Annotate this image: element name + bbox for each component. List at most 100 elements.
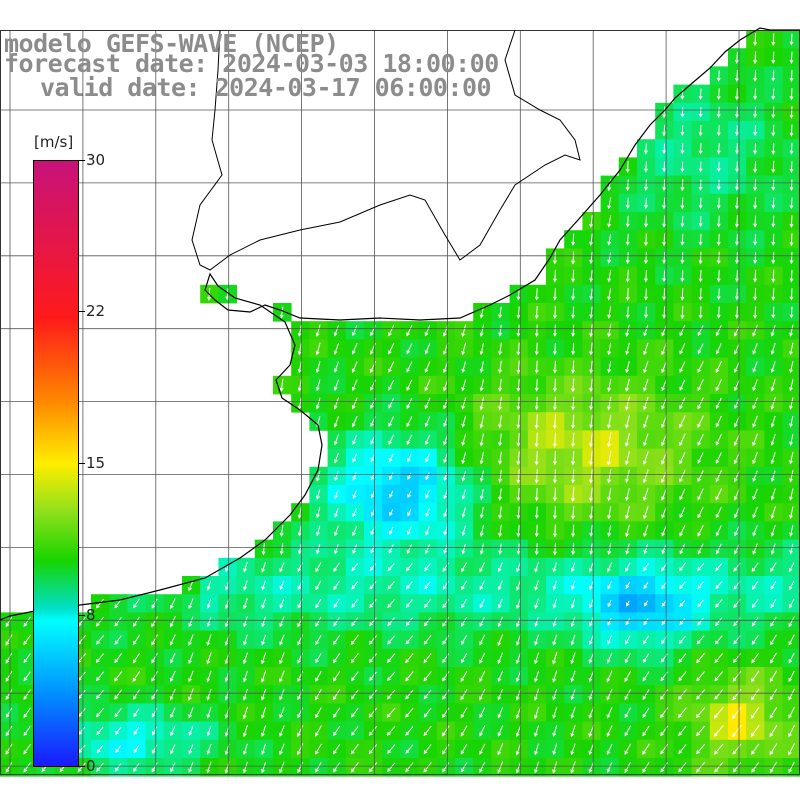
wind-arrow [751,599,759,608]
wind-arrow [770,379,776,392]
wind-arrow [479,580,485,591]
wind-arrow [151,670,158,682]
wind-arrow [461,379,467,392]
wind-arrow [516,598,521,609]
wind-arrow [516,396,521,411]
wind-arrow [750,688,760,701]
wind-arrow [606,688,613,701]
wind-arrow [697,415,704,428]
wind-arrow [425,472,430,481]
wind-arrow [715,379,722,392]
wind-arrow [751,635,759,645]
wind-arrow [789,506,794,520]
wind-arrow [606,432,612,448]
wind-arrow [169,670,176,683]
wind-arrow [606,725,613,737]
wind-arrow [679,524,686,537]
wind-arrow [279,761,285,774]
wind-arrow [680,88,685,100]
wind-arrow [334,452,339,464]
wind-arrow [589,599,594,609]
wind-arrow [405,653,414,664]
wind-arrow [715,433,722,446]
wind-arrow [279,306,284,319]
wind-arrow [352,544,358,555]
wind-arrow [387,617,395,627]
wind-arrow [662,233,667,247]
wind-arrow [606,761,613,773]
wind-arrow [461,415,467,428]
wind-arrow [552,378,557,393]
wind-arrow [571,432,575,448]
wind-arrow [715,470,722,483]
wind-arrow [624,707,631,719]
wind-arrow [788,761,795,774]
wind-arrow [297,506,302,519]
wind-arrow [789,288,794,301]
wind-arrow [625,414,630,429]
wind-arrow [570,707,576,719]
wind-arrow [5,616,13,628]
wind-arrow [498,360,502,374]
wind-arrow [715,562,723,572]
wind-arrow [642,653,650,664]
wind-arrow [206,743,212,755]
wind-arrow [715,543,722,555]
wind-arrow [678,562,686,572]
wind-arrow [625,233,630,246]
colorbar-tick-30: 30 [86,151,106,169]
wind-arrow [424,343,431,355]
wind-arrow [497,688,504,701]
wind-arrow [571,233,576,246]
wind-arrow [443,489,448,500]
wind-arrow [588,617,594,627]
wind-arrow [389,472,394,481]
wind-arrow [387,599,395,609]
wind-arrow [552,598,557,609]
wind-arrow [698,107,703,118]
wind-arrow [350,671,359,682]
wind-arrow [350,762,359,773]
wind-arrow [5,725,13,737]
wind-arrow [734,288,739,301]
wind-arrow [589,543,594,555]
wind-arrow [188,762,194,773]
wind-arrow [405,581,413,590]
wind-arrow [734,507,740,519]
wind-arrow [753,125,758,137]
wind-arrow [261,652,267,665]
wind-arrow [769,724,778,738]
wind-arrow [552,251,557,265]
wind-arrow [679,543,686,555]
wind-arrow [206,707,212,719]
wind-arrow [424,599,431,608]
wind-arrow [206,725,212,737]
wind-arrow [498,342,503,356]
wind-arrow [369,581,377,590]
title-forecast-date: forecast date: 2024-03-03 18:00:00 [4,49,499,78]
wind-arrow [571,360,576,374]
wind-arrow [570,652,576,665]
wind-arrow [606,743,613,755]
wind-arrow [279,598,285,609]
wind-arrow [752,324,758,337]
wind-arrow [405,562,413,572]
wind-arrow [662,179,667,192]
wind-arrow [260,670,267,683]
wind-arrow [387,744,396,754]
wind-arrow [315,507,321,519]
wind-arrow [698,124,703,137]
wind-arrow [332,671,341,682]
wind-arrow [753,160,758,174]
wind-arrow [606,562,613,573]
wind-arrow [716,70,721,82]
wind-arrow [407,508,412,517]
wind-arrow [188,598,194,610]
wind-arrow [333,762,341,773]
wind-arrow [715,397,722,410]
wind-arrow [315,580,322,591]
wind-arrow [771,124,776,137]
wind-arrow [261,688,267,701]
wind-arrow [498,396,502,411]
wind-arrow [369,563,377,572]
